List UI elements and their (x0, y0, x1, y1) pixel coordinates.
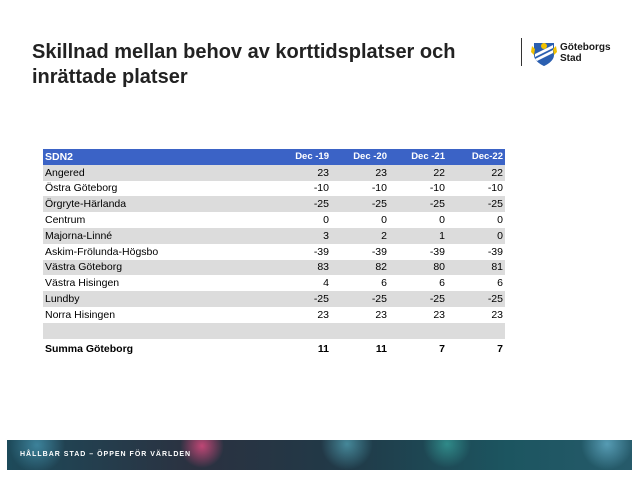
row-name: Västra Hisingen (45, 277, 120, 290)
footer-banner: HÅLLBAR STAD – ÖPPEN FÖR VÄRLDEN (7, 440, 632, 470)
table-row: Centrum 0 0 0 0 (43, 212, 505, 228)
summary-value: 7 (497, 342, 503, 355)
row-value: -10 (429, 182, 445, 195)
row-value: -10 (371, 182, 387, 195)
footer-slogan: HÅLLBAR STAD – ÖPPEN FÖR VÄRLDEN (20, 451, 192, 458)
row-value: -25 (447, 196, 505, 213)
row-name: Lundby (43, 291, 273, 307)
row-value: 0 (381, 214, 387, 227)
row-name: Majorna-Linné (43, 227, 273, 244)
platser-table: SDN2 Dec -19 Dec -20 Dec -21 Dec-22 Ange… (43, 149, 505, 359)
row-value: -39 (371, 245, 387, 258)
table-summary-row: Summa Göteborg 11 11 7 7 (43, 339, 505, 359)
row-value: -25 (389, 291, 447, 307)
summary-value: 11 (317, 342, 329, 355)
row-value: 80 (389, 259, 447, 276)
table-row: Örgryte-Härlanda -25 -25 -25 -25 (43, 196, 505, 213)
row-value: 23 (491, 308, 503, 321)
logo-text: Göteborgs Stad (560, 42, 611, 64)
row-value: 22 (389, 164, 447, 181)
row-value: -39 (429, 245, 445, 258)
row-value: 2 (331, 227, 389, 244)
row-value: 23 (375, 308, 387, 321)
row-value: 6 (439, 277, 445, 290)
row-value: 0 (323, 214, 329, 227)
row-value: -25 (273, 196, 331, 213)
row-value: -25 (273, 291, 331, 307)
header-sdn: SDN2 (43, 149, 273, 165)
logo-divider (521, 38, 522, 66)
table-header-row: SDN2 Dec -19 Dec -20 Dec -21 Dec-22 (43, 149, 505, 165)
row-value: 6 (497, 277, 503, 290)
row-value: 81 (447, 259, 505, 276)
summary-name: Summa Göteborg (45, 342, 134, 355)
logo-line-2: Stad (560, 53, 582, 64)
row-name: Askim-Frölunda-Högsbo (45, 245, 159, 258)
logo-line-1: Göteborgs (560, 42, 611, 53)
row-value: 0 (447, 227, 505, 244)
goteborg-crest-icon (531, 43, 557, 66)
row-value: -25 (331, 291, 389, 307)
row-value: -25 (447, 291, 505, 307)
table-row: Norra Hisingen 23 23 23 23 (43, 307, 505, 323)
header-dec22: Dec-22 (447, 149, 505, 165)
table-empty-row (43, 322, 505, 339)
table-row: Lundby -25 -25 -25 -25 (43, 291, 505, 307)
summary-value: 7 (439, 342, 445, 355)
table-row: Västra Hisingen 4 6 6 6 (43, 275, 505, 291)
row-value: 83 (273, 259, 331, 276)
table-row: Angered 23 23 22 22 (43, 164, 505, 181)
table-row: Majorna-Linné 3 2 1 0 (43, 227, 505, 244)
row-value: 23 (433, 308, 445, 321)
row-name: Angered (43, 164, 273, 181)
row-value: 22 (447, 164, 505, 181)
header-dec19: Dec -19 (273, 149, 331, 165)
row-value: 0 (497, 214, 503, 227)
table-row: Östra Göteborg -10 -10 -10 -10 (43, 181, 505, 197)
slide-title: Skillnad mellan behov av korttidsplatser… (32, 41, 456, 88)
row-value: -10 (487, 182, 503, 195)
row-name: Västra Göteborg (43, 259, 273, 276)
row-name: Örgryte-Härlanda (43, 196, 273, 213)
row-value: -25 (331, 196, 389, 213)
row-value: 6 (381, 277, 387, 290)
row-value: -39 (487, 245, 503, 258)
row-value: 4 (323, 277, 329, 290)
row-value: 1 (389, 227, 447, 244)
row-name: Östra Göteborg (45, 182, 118, 195)
row-name: Centrum (45, 214, 86, 227)
row-name: Norra Hisingen (45, 308, 116, 321)
row-value: 23 (317, 308, 329, 321)
row-value: -25 (389, 196, 447, 213)
header-dec21: Dec -21 (389, 149, 447, 165)
row-value: 23 (273, 164, 331, 181)
row-value: -39 (313, 245, 329, 258)
row-value: 82 (331, 259, 389, 276)
row-value: 0 (439, 214, 445, 227)
table-row: Askim-Frölunda-Högsbo -39 -39 -39 -39 (43, 244, 505, 260)
table-row: Västra Göteborg 83 82 80 81 (43, 259, 505, 276)
row-value: -10 (313, 182, 329, 195)
header-dec20: Dec -20 (331, 149, 389, 165)
row-value: 23 (331, 164, 389, 181)
summary-value: 11 (375, 342, 387, 355)
row-value: 3 (273, 227, 331, 244)
